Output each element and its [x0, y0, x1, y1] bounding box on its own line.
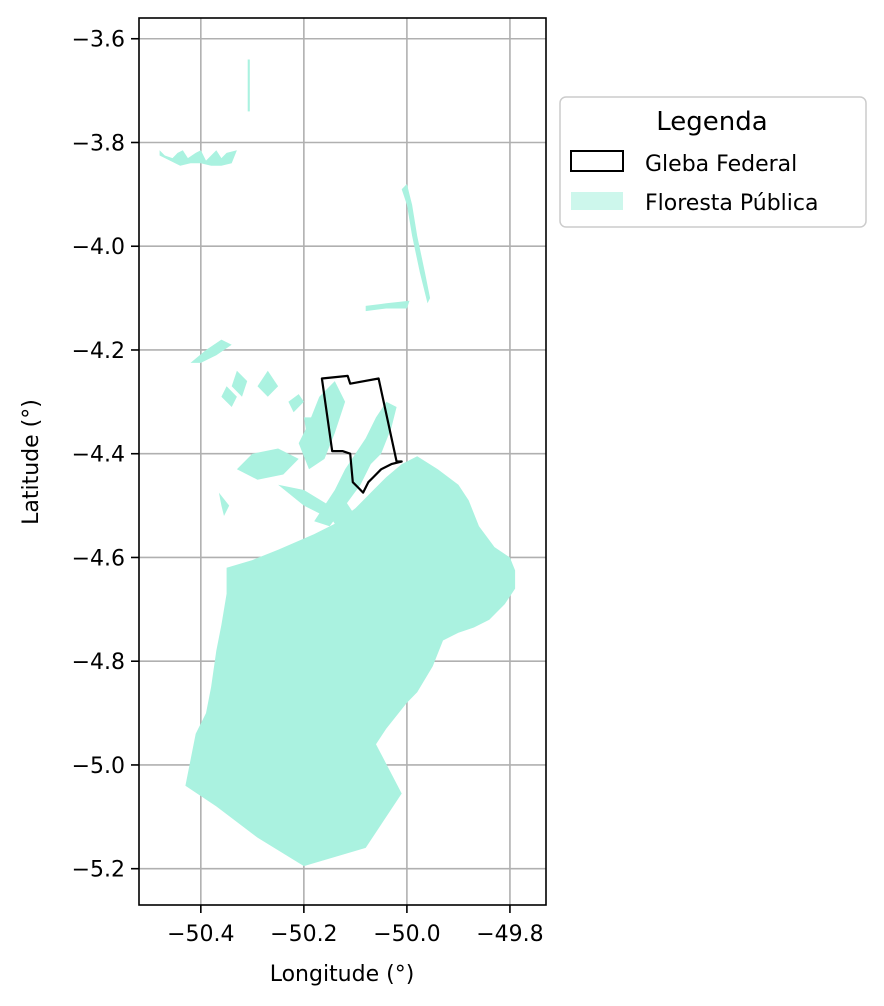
x-tick-label: −50.2 [270, 922, 337, 947]
legend-title: Legenda [656, 107, 767, 137]
y-tick-label: −3.6 [72, 28, 125, 53]
y-tick-label: −4.6 [72, 546, 125, 571]
y-axis-label: Latitude (°) [19, 399, 44, 525]
x-tick-label: −50.4 [167, 922, 234, 947]
x-tick-label: −50.0 [373, 922, 440, 947]
y-tick-label: −4.4 [72, 443, 125, 468]
y-tick-label: −5.2 [72, 858, 125, 883]
legend-label-floresta: Floresta Pública [645, 191, 818, 216]
x-axis-label: Longitude (°) [270, 962, 415, 987]
y-tick-label: −4.8 [72, 650, 125, 675]
legend-label-gleba: Gleba Federal [645, 152, 797, 177]
y-tick-label: −3.8 [72, 131, 125, 156]
legend-swatch-floresta [571, 192, 623, 210]
x-tick-label: −49.8 [476, 922, 543, 947]
legend: Legenda Gleba Federal Floresta Pública [560, 97, 866, 227]
floresta-publica-polygon [248, 60, 250, 112]
y-tick-label: −4.0 [72, 235, 125, 260]
y-tick-label: −4.2 [72, 339, 125, 364]
y-tick-label: −5.0 [72, 754, 125, 779]
